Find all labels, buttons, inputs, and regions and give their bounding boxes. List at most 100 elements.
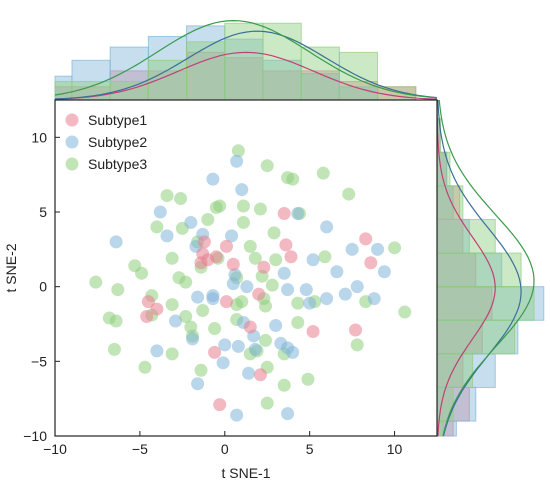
point-subtype3 — [150, 220, 164, 234]
right-hist-bar-subtype3 — [436, 218, 496, 254]
top-hist-bar-subtype3 — [186, 41, 226, 101]
point-subtype3 — [267, 226, 281, 240]
point-subtype2 — [160, 229, 174, 243]
point-subtype2 — [225, 229, 239, 243]
point-subtype1 — [349, 323, 363, 337]
y-tick-label: −5 — [31, 353, 47, 369]
point-subtype3 — [196, 304, 210, 318]
top-hist-bar-subtype3 — [54, 80, 73, 101]
point-subtype2 — [350, 280, 364, 294]
top-density-subtype2 — [54, 30, 438, 100]
point-subtype2 — [191, 290, 205, 304]
point-subtype2 — [277, 266, 291, 280]
point-subtype3 — [231, 144, 245, 158]
point-subtype1 — [213, 398, 227, 412]
top-density-subtype1 — [54, 51, 438, 100]
point-subtype1 — [196, 247, 210, 261]
point-subtype1 — [257, 260, 271, 274]
top-hist-bar-subtype3 — [147, 59, 188, 101]
point-subtype3 — [388, 241, 402, 255]
point-subtype1 — [243, 320, 257, 334]
point-subtype2 — [218, 338, 232, 352]
point-subtype3 — [243, 239, 257, 253]
point-subtype2 — [230, 154, 244, 168]
point-subtype3 — [253, 202, 267, 216]
point-subtype1 — [208, 345, 222, 359]
y-tick-label: 5 — [39, 204, 47, 220]
point-subtype3 — [165, 251, 179, 265]
right-density-subtype1 — [436, 100, 496, 437]
point-subtype2 — [306, 253, 320, 267]
point-subtype3 — [89, 275, 103, 289]
point-subtype2 — [338, 287, 352, 301]
point-subtype3 — [236, 199, 250, 213]
point-subtype3 — [109, 314, 123, 328]
right-hist-bar-subtype1 — [436, 218, 464, 254]
top-hist-bar-subtype3 — [224, 22, 264, 101]
point-subtype1 — [219, 239, 233, 253]
point-subtype3 — [160, 189, 174, 203]
legend-swatch-subtype3 — [65, 157, 79, 171]
y-tick-label: 0 — [39, 279, 47, 295]
point-subtype2 — [191, 377, 205, 391]
point-subtype2 — [320, 220, 334, 234]
point-subtype2 — [186, 332, 200, 346]
point-subtype1 — [219, 295, 233, 309]
point-subtype3 — [138, 360, 152, 374]
x-tick-label: 10 — [387, 441, 403, 457]
point-subtype3 — [291, 296, 305, 310]
point-subtype3 — [111, 283, 125, 297]
point-subtype3 — [248, 251, 262, 265]
point-subtype3 — [135, 266, 149, 280]
point-subtype2 — [231, 339, 245, 353]
right-hist-bar-subtype3 — [436, 185, 464, 220]
point-subtype3 — [208, 321, 222, 335]
right-hist-bar-subtype2 — [436, 286, 545, 321]
point-subtype3 — [260, 396, 274, 410]
point-subtype2 — [320, 292, 334, 306]
point-subtype3 — [165, 298, 179, 312]
right-marginal-histogram — [436, 99, 545, 437]
point-subtype2 — [377, 265, 391, 279]
legend-label-subtype1: Subtype1 — [88, 112, 147, 128]
top-hist-bar-subtype1 — [262, 70, 302, 101]
x-axis-title: t SNE-1 — [221, 465, 270, 481]
point-subtype2 — [367, 292, 381, 306]
legend-swatch-subtype2 — [65, 135, 79, 149]
legend-label-subtype2: Subtype2 — [88, 134, 147, 150]
x-tick-label: −5 — [132, 441, 148, 457]
point-subtype2 — [248, 342, 262, 356]
y-axis-title: t SNE-2 — [3, 243, 19, 292]
point-subtype3 — [342, 187, 356, 201]
point-subtype3 — [165, 347, 179, 361]
point-subtype3 — [259, 333, 273, 347]
point-subtype2 — [303, 296, 317, 310]
point-subtype2 — [206, 289, 220, 303]
point-subtype2 — [235, 183, 249, 197]
point-subtype2 — [226, 277, 240, 291]
right-density-subtype2 — [437, 99, 522, 437]
top-hist-bar-subtype2 — [224, 38, 264, 101]
point-subtype1 — [150, 302, 164, 316]
point-subtype1 — [277, 206, 291, 220]
point-subtype2 — [150, 344, 164, 358]
legend-label-subtype3: Subtype3 — [88, 156, 147, 172]
x-tick-label: −10 — [43, 441, 67, 457]
point-subtype3 — [398, 305, 412, 319]
point-subtype2 — [281, 283, 295, 297]
top-hist-bar-subtype3 — [262, 22, 302, 101]
point-subtype1 — [226, 257, 240, 271]
point-subtype1 — [140, 310, 154, 324]
point-subtype1 — [359, 232, 373, 246]
top-hist-bar-subtype2 — [147, 35, 188, 101]
y-tick-label: −10 — [23, 428, 47, 444]
top-hist-bar-subtype2 — [262, 59, 302, 101]
point-subtype3 — [107, 342, 121, 356]
point-subtype3 — [236, 215, 250, 229]
x-tick-label: 5 — [306, 441, 314, 457]
legend-swatch-subtype1 — [65, 113, 79, 127]
point-subtype1 — [306, 324, 320, 338]
point-subtype2 — [281, 407, 295, 421]
